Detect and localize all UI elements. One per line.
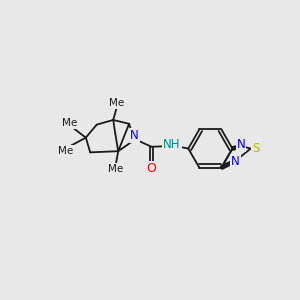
Text: S: S — [252, 142, 260, 155]
Text: Me: Me — [109, 98, 124, 108]
Text: NH: NH — [163, 138, 181, 151]
Text: Me: Me — [108, 164, 124, 174]
Text: N: N — [231, 155, 240, 168]
Text: N: N — [130, 129, 139, 142]
Text: Me: Me — [62, 118, 77, 128]
Text: N: N — [237, 139, 245, 152]
Text: Me: Me — [58, 146, 73, 156]
Text: O: O — [146, 162, 156, 175]
